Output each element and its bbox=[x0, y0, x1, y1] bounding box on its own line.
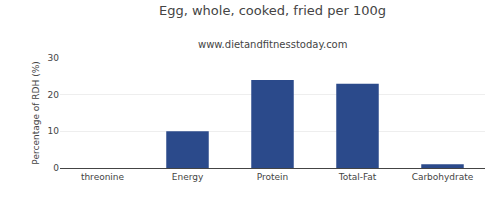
svg-text:Percentage of RDH (%): Percentage of RDH (%) bbox=[31, 61, 41, 164]
svg-text:Egg, whole, cooked, fried per: Egg, whole, cooked, fried per 100g bbox=[159, 3, 386, 18]
svg-text:10: 10 bbox=[48, 126, 60, 136]
svg-text:Carbohydrate: Carbohydrate bbox=[412, 172, 474, 182]
svg-text:0: 0 bbox=[53, 163, 59, 173]
svg-text:Energy: Energy bbox=[172, 172, 204, 182]
svg-text:Total-Fat: Total-Fat bbox=[338, 172, 377, 182]
svg-text:20: 20 bbox=[48, 90, 60, 100]
svg-text:threonine: threonine bbox=[81, 172, 125, 182]
svg-text:www.dietandfitnesstoday.com: www.dietandfitnesstoday.com bbox=[198, 39, 347, 50]
svg-text:Protein: Protein bbox=[257, 172, 289, 182]
svg-text:30: 30 bbox=[48, 53, 60, 63]
